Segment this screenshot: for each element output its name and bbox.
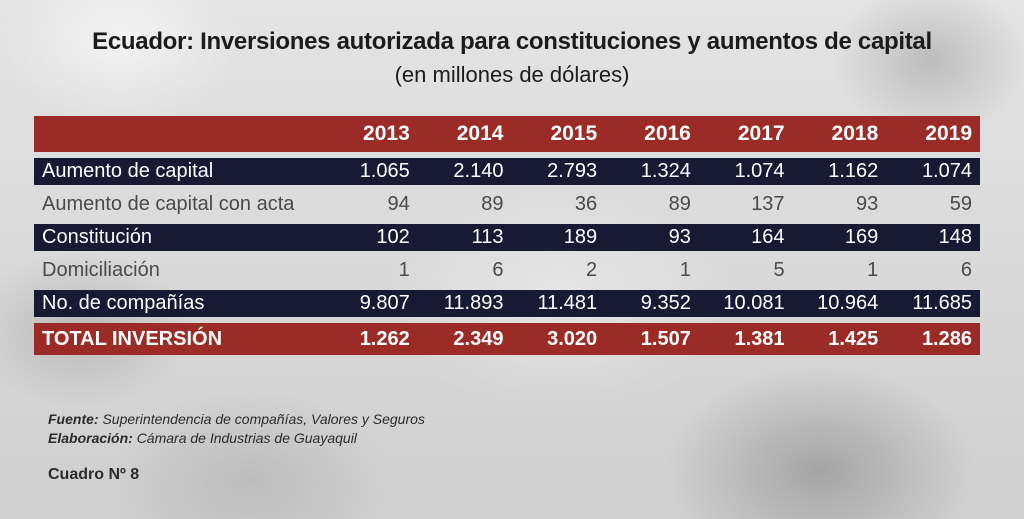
table-cell: 1.074	[886, 158, 980, 185]
table-cell: 3.020	[511, 323, 606, 355]
table-cell: 113	[417, 224, 512, 251]
table-cell: 10.081	[698, 290, 793, 317]
table-row: Aumento de capital 1.065 2.140 2.793 1.324 1.…	[34, 158, 980, 185]
table-cell: 94	[387, 193, 410, 215]
year-header-2018: 2018	[792, 116, 887, 152]
row-label: Aumento de capital con acta	[42, 193, 295, 215]
table-cell: 9.352	[605, 290, 699, 317]
year-header-2014: 2014	[417, 116, 512, 152]
table-cell: 1.381	[698, 323, 793, 355]
table-number: Cuadro Nº 8	[48, 466, 140, 483]
table-cell: 11.893	[417, 290, 512, 317]
table-cell: 2	[586, 259, 598, 281]
header-label-cell	[34, 116, 325, 152]
table-cell: 1	[867, 259, 879, 281]
elaboration-label: Elaboración:	[48, 430, 133, 446]
table-cell: 1.507	[605, 323, 699, 355]
table-cell: 1	[398, 259, 410, 281]
table-title: Ecuador: Inversiones autorizada para con…	[92, 28, 932, 55]
table-row: Constitución 102 113 189 93 164 169 148	[34, 224, 980, 251]
table-cell: 10.964	[792, 290, 887, 317]
row-label: Aumento de capital	[34, 158, 325, 185]
table-cell: 6	[492, 259, 504, 281]
table-cell: 164	[698, 224, 793, 251]
table-cell: 2.349	[417, 323, 512, 355]
table-cell: 1.065	[324, 158, 418, 185]
table-cell: 36	[574, 193, 598, 215]
table-cell: 1.324	[605, 158, 699, 185]
row-label: TOTAL INVERSIÓN	[34, 323, 325, 355]
table-cell: 1.286	[886, 323, 980, 355]
table-row: TOTAL INVERSIÓN 1.262 2.349 3.020 1.507 1.381…	[34, 323, 980, 355]
table-cell: 89	[668, 193, 691, 215]
table-row: No. de compañías 9.807 11.893 11.481 9.352 10…	[34, 290, 980, 317]
table-cell: 93	[605, 224, 699, 251]
table-cell: 1.425	[792, 323, 887, 355]
table-cell: 5	[773, 259, 785, 281]
data-table: 2013 2014 2015 2016 2017 2018 2019 Aumento de …	[34, 110, 980, 361]
table-cell: 148	[886, 224, 980, 251]
year-header-2017: 2017	[698, 116, 793, 152]
table-subtitle: (en millones de dólares)	[394, 62, 630, 87]
table-cell: 169	[792, 224, 887, 251]
row-label: Constitución	[34, 224, 325, 251]
table-cell: 93	[856, 193, 879, 215]
table-cell: 137	[751, 193, 785, 215]
table-cell: 2.793	[511, 158, 606, 185]
table-cell: 1.162	[792, 158, 887, 185]
source-label: Fuente:	[48, 411, 99, 427]
year-header-2019: 2019	[886, 116, 980, 152]
table-cell: 1.262	[324, 323, 418, 355]
row-label: Domiciliación	[42, 259, 160, 281]
table-cell: 1.074	[698, 158, 793, 185]
year-header-2013: 2013	[324, 116, 418, 152]
table-cell: 11.481	[511, 290, 606, 317]
table-cell: 6	[960, 259, 972, 281]
table-cell: 1	[679, 259, 691, 281]
table-cell: 11.685	[886, 290, 980, 317]
table-cell: 102	[324, 224, 418, 251]
year-header-2016: 2016	[605, 116, 699, 152]
table-row: Aumento de capital con acta 94 89 36 89 137 93…	[34, 191, 980, 218]
elaboration-text: Cámara de Industrias de Guayaquil	[136, 430, 357, 446]
table-cell: 9.807	[324, 290, 418, 317]
row-label: No. de compañías	[34, 290, 325, 317]
elaboration-line: Elaboración: Cámara de Industrias de Gua…	[48, 429, 425, 448]
table-header-row: 2013 2014 2015 2016 2017 2018 2019	[34, 116, 980, 152]
year-header-2015: 2015	[511, 116, 606, 152]
table-cell: 89	[481, 193, 504, 215]
notes: Fuente: Superintendencia de compañías, V…	[48, 410, 425, 448]
source-text: Superintendencia de compañías, Valores y…	[102, 411, 425, 427]
table-cell: 2.140	[417, 158, 512, 185]
table-cell: 189	[511, 224, 606, 251]
source-line: Fuente: Superintendencia de compañías, V…	[48, 410, 425, 429]
table-cell: 59	[949, 193, 972, 215]
table-row: Domiciliación 1 6 2 1 5 1 6	[34, 257, 980, 284]
